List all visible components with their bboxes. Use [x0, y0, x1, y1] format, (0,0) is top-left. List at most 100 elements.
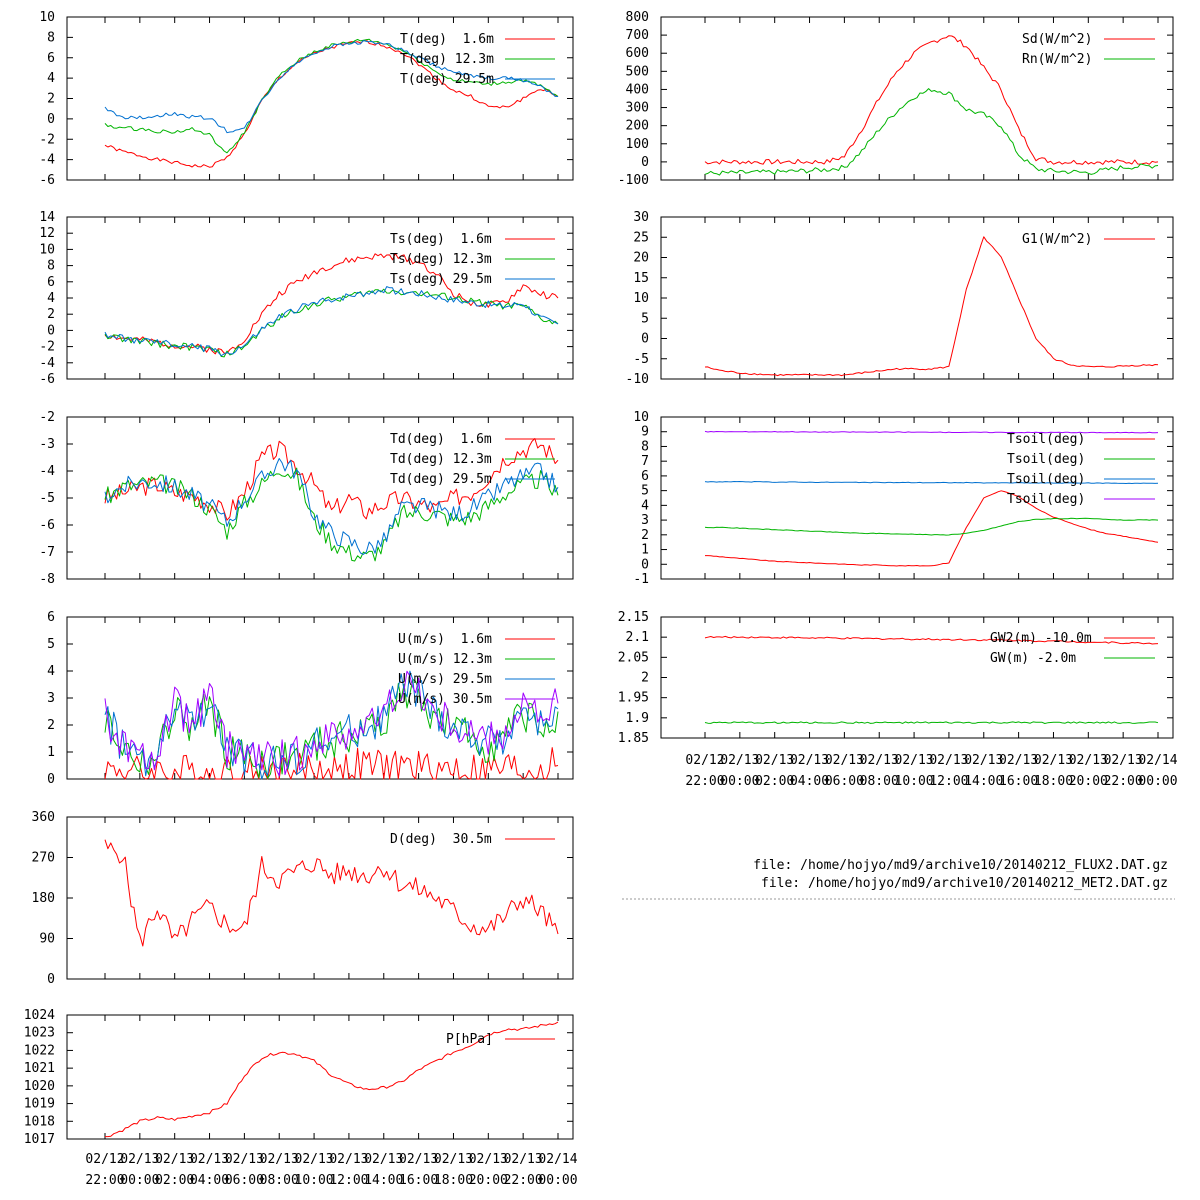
series-group — [104, 670, 559, 780]
y-tick-label: 1.95 — [618, 691, 649, 706]
x-tick-label-time: 00:00 — [120, 1173, 159, 1188]
x-tick-label-date: 02/13 — [999, 753, 1038, 768]
plot-frame — [66, 1014, 574, 1140]
x-tick-label-date: 02/13 — [399, 1152, 438, 1167]
series-line-ts-2 — [104, 286, 559, 357]
legend-label: G1(W/m^2) — [1022, 232, 1092, 247]
plot-frame — [660, 216, 1174, 380]
series-group — [704, 236, 1159, 377]
x-tick-label-date: 02/13 — [895, 753, 934, 768]
legend-label: Td(deg) 29.5m — [390, 472, 492, 487]
series-group — [704, 35, 1159, 176]
x-tick-label-time: 04:00 — [790, 774, 829, 789]
series-line-u-3 — [104, 670, 559, 777]
x-tick-label-time: 06:00 — [825, 774, 864, 789]
y-tick-label: 5 — [641, 484, 649, 499]
x-tick-label-date: 02/13 — [504, 1152, 543, 1167]
y-tick-label: 20 — [633, 251, 649, 266]
y-tick-label: 10 — [39, 10, 55, 25]
series-line-rad-1 — [704, 88, 1159, 176]
y-tick-label: 4 — [641, 498, 649, 513]
y-tick-label: 6 — [47, 51, 55, 66]
x-tick-label-time: 00:00 — [720, 774, 759, 789]
legend-label: T(deg) 12.3m — [400, 52, 494, 67]
y-tick-label: 180 — [32, 891, 55, 906]
x-tick-label-time: 08:00 — [860, 774, 899, 789]
y-tick-label: 4 — [47, 71, 55, 86]
plot-frame — [66, 816, 574, 980]
y-tick-label: 1018 — [24, 1114, 55, 1129]
y-tick-label: 1024 — [24, 1008, 55, 1023]
x-tick-label-time: 18:00 — [1034, 774, 1073, 789]
x-tick-label-date: 02/13 — [295, 1152, 334, 1167]
y-tick-label: 2 — [47, 92, 55, 107]
y-tick-label: 0 — [641, 155, 649, 170]
y-tick-label: 270 — [32, 851, 55, 866]
y-tick-label: 2.15 — [618, 610, 649, 625]
x-tick-label-time: 10:00 — [295, 1173, 334, 1188]
y-tick-label: 0 — [641, 557, 649, 572]
y-tick-label: 100 — [626, 137, 649, 152]
x-tick-label-time: 14:00 — [364, 1173, 403, 1188]
series-group — [704, 635, 1159, 724]
series-line-td-2 — [104, 458, 559, 555]
y-tick-label: 8 — [641, 439, 649, 454]
panel-g1: -10 -5 0 5 10 15 20 25 30 G1(W/m^2) — [626, 210, 1174, 387]
series-line-tsoil-1 — [704, 517, 1159, 536]
legend-label: U(m/s) 30.5m — [398, 692, 492, 707]
x-tick-label-date: 02/13 — [225, 1152, 264, 1167]
legend-label: Tsoil(deg) — [1007, 492, 1085, 507]
legend-label: U(m/s) 12.3m — [398, 652, 492, 667]
y-tick-label: -100 — [618, 173, 649, 188]
panel-d: 0 90 180 270 360 D(deg) 30.5m — [32, 810, 574, 987]
y-tick-label: 10 — [633, 410, 649, 425]
x-tick-label-date: 02/13 — [929, 753, 968, 768]
y-tick-label: 600 — [626, 46, 649, 61]
y-tick-label: 0 — [47, 972, 55, 987]
y-tick-label: -1 — [633, 572, 649, 587]
x-tick-label-time: 22:00 — [1104, 774, 1143, 789]
y-tick-label: 1.9 — [626, 711, 649, 726]
x-tick-label-date: 02/13 — [190, 1152, 229, 1167]
y-tick-label: 1 — [47, 745, 55, 760]
y-tick-label: 800 — [626, 10, 649, 25]
y-tick-label: 0 — [47, 323, 55, 338]
series-group — [104, 253, 559, 358]
y-tick-label: 6 — [641, 469, 649, 484]
x-tick-label-time: 08:00 — [260, 1173, 299, 1188]
x-tick-label-date: 02/13 — [364, 1152, 403, 1167]
x-tick-label-time: 06:00 — [225, 1173, 264, 1188]
y-tick-label: -2 — [39, 340, 55, 355]
x-tick-label-date: 02/14 — [538, 1152, 577, 1167]
series-line-rad-0 — [704, 35, 1159, 165]
y-tick-label: 360 — [32, 810, 55, 825]
legend-label: Td(deg) 12.3m — [390, 452, 492, 467]
plot-frame — [66, 216, 574, 380]
series-line-ts-1 — [104, 288, 559, 358]
x-tick-label-date: 02/13 — [155, 1152, 194, 1167]
x-tick-label-time: 00:00 — [1138, 774, 1177, 789]
y-tick-label: -8 — [39, 572, 55, 587]
y-tick-label: 300 — [626, 101, 649, 116]
series-line-tsoil-2 — [704, 481, 1159, 484]
y-tick-label: 6 — [47, 275, 55, 290]
y-tick-label: -7 — [39, 545, 55, 560]
x-tick-label-time: 00:00 — [538, 1173, 577, 1188]
plot-frame — [660, 616, 1174, 739]
y-tick-label: -6 — [39, 518, 55, 533]
legend-label: Tsoil(deg) — [1007, 452, 1085, 467]
y-tick-label: 3 — [47, 691, 55, 706]
x-tick-label-time: 20:00 — [469, 1173, 508, 1188]
y-tick-label: 1017 — [24, 1132, 55, 1147]
legend-label: T(deg) 29.5m — [400, 72, 494, 87]
y-tick-label: 4 — [47, 664, 55, 679]
y-tick-label: -5 — [633, 352, 649, 367]
legend-label: GW(m) -2.0m — [990, 651, 1076, 666]
series-line-gw-1 — [704, 721, 1159, 724]
file-note-met: file: /home/hojyo/md9/archive10/20140212… — [761, 876, 1168, 891]
x-tick-label-time: 10:00 — [895, 774, 934, 789]
x-tick-label-date: 02/13 — [469, 1152, 508, 1167]
x-tick-label-date: 02/13 — [120, 1152, 159, 1167]
panel-u: 0 1 2 3 4 5 6 U(m/s) 1.6m U(m/s) 12.3m U(m/s) 29.… — [47, 610, 574, 787]
